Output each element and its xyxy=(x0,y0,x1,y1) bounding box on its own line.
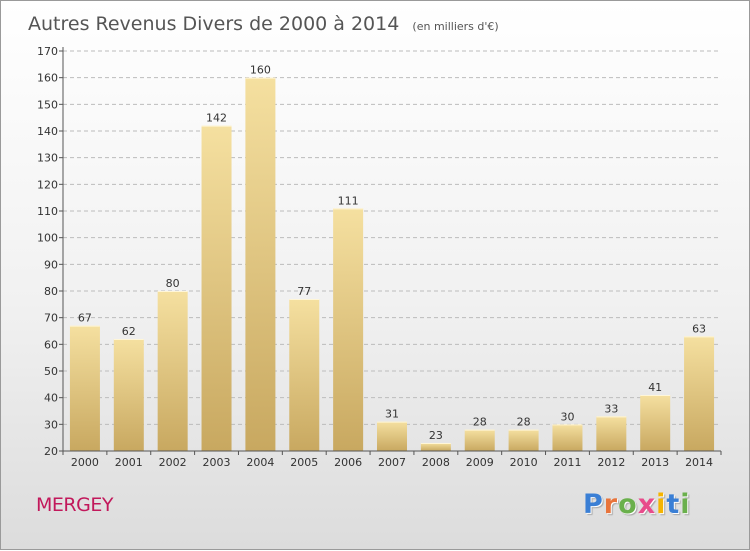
y-tick-label: 70 xyxy=(44,312,58,325)
x-tick-label: 2002 xyxy=(159,456,187,469)
bar xyxy=(684,336,715,451)
logo-letter: x xyxy=(637,489,657,520)
bar xyxy=(113,339,144,451)
bar xyxy=(289,299,320,451)
value-label: 142 xyxy=(206,112,227,125)
logo-letter: i xyxy=(656,489,667,520)
value-label: 160 xyxy=(250,64,271,77)
logo-letter: P xyxy=(583,489,604,520)
y-tick-label: 110 xyxy=(37,205,58,218)
x-tick-label: 2001 xyxy=(115,456,143,469)
logo-letter: t xyxy=(666,489,681,520)
x-tick-label: 2013 xyxy=(641,456,669,469)
y-tick-label: 120 xyxy=(37,178,58,191)
y-tick-label: 80 xyxy=(44,285,58,298)
bar xyxy=(333,208,364,451)
chart-unit-text: (en milliers d'€) xyxy=(412,20,498,33)
x-tick-label: 2010 xyxy=(510,456,538,469)
value-label: 80 xyxy=(166,277,180,290)
value-labels: 67 62 80 142 160 77 111 31 23 28 28 30 33 41 63 xyxy=(78,64,706,442)
town-name: MERGEY xyxy=(36,494,113,516)
x-tick-label: 2003 xyxy=(203,456,231,469)
x-tick-label: 2006 xyxy=(334,456,362,469)
bar xyxy=(640,395,671,451)
y-tick-label: 130 xyxy=(37,152,58,165)
x-tick-label: 2014 xyxy=(685,456,713,469)
bar xyxy=(245,77,276,452)
y-axis-ticks: 20 30 40 50 60 70 80 90 100 110 120 130 140 150 160 170 xyxy=(37,45,63,458)
chart-title: Autres Revenus Divers de 2000 à 2014 (en… xyxy=(28,13,499,35)
y-tick-label: 40 xyxy=(44,392,58,405)
value-label: 41 xyxy=(648,381,662,394)
value-label: 33 xyxy=(604,402,618,415)
y-tick-label: 60 xyxy=(44,338,58,351)
bar xyxy=(508,429,539,451)
bar xyxy=(420,443,451,451)
x-tick-label: 2007 xyxy=(378,456,406,469)
y-tick-label: 30 xyxy=(44,418,58,431)
value-label: 77 xyxy=(297,285,311,298)
value-label: 62 xyxy=(122,325,136,338)
y-tick-label: 160 xyxy=(37,72,58,85)
bar xyxy=(69,325,100,451)
x-tick-label: 2012 xyxy=(597,456,625,469)
bar xyxy=(201,125,232,452)
bar xyxy=(464,429,495,451)
bar xyxy=(552,424,583,451)
value-label: 28 xyxy=(473,416,487,429)
y-tick-label: 90 xyxy=(44,258,58,271)
y-tick-label: 20 xyxy=(44,445,58,458)
y-tick-label: 170 xyxy=(37,45,58,58)
y-tick-label: 100 xyxy=(37,232,58,245)
value-label: 111 xyxy=(338,194,359,207)
x-tick-label: 2008 xyxy=(422,456,450,469)
value-label: 23 xyxy=(429,429,443,442)
value-label: 67 xyxy=(78,312,92,325)
axes xyxy=(62,47,721,452)
logo-letter: r xyxy=(603,489,619,520)
y-tick-label: 50 xyxy=(44,365,58,378)
x-tick-label: 2009 xyxy=(466,456,494,469)
logo-letter: i xyxy=(680,489,691,520)
y-tick-label: 140 xyxy=(37,125,58,138)
proxiti-logo: Proxiti xyxy=(583,489,691,520)
bar xyxy=(596,416,627,451)
value-label: 63 xyxy=(692,322,706,335)
x-tick-label: 2011 xyxy=(553,456,581,469)
x-axis-ticks: 2000 2001 2002 2003 2004 2005 2006 2007 2008 2009… xyxy=(62,451,722,469)
bar xyxy=(377,421,407,451)
bars xyxy=(69,77,715,452)
x-tick-label: 2005 xyxy=(290,456,318,469)
x-tick-label: 2000 xyxy=(71,456,99,469)
bar xyxy=(157,291,188,451)
y-tick-label: 150 xyxy=(37,98,58,111)
x-tick-label: 2004 xyxy=(246,456,274,469)
value-label: 31 xyxy=(385,408,399,421)
chart-title-text: Autres Revenus Divers de 2000 à 2014 xyxy=(28,13,399,35)
value-label: 28 xyxy=(517,416,531,429)
logo-letter: o xyxy=(618,489,638,520)
value-label: 30 xyxy=(560,410,574,423)
